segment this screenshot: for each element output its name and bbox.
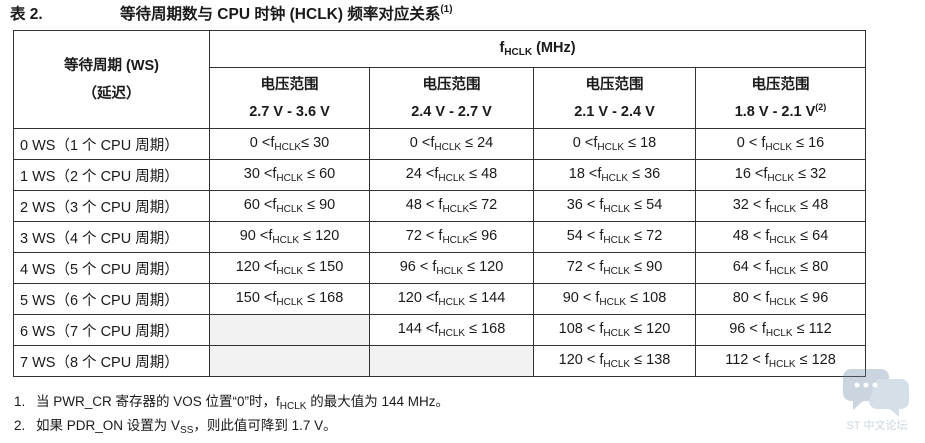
wait-state-cell: 1 WS（2 个 CPU 周期） [13,159,210,191]
table-number: 表 2. [10,6,43,23]
table-title: 表 2. 等待周期数与 CPU 时钟 (HCLK) 频率对应关系(1) [10,2,453,28]
table-row: 3 WS（4 个 CPU 周期） 90 <fHCLK ≤ 120 72 < fHCL… [13,221,866,253]
frequency-range-cell: 72 < fHCLK≤ 96 [369,221,534,253]
footnote-2: 2. 如果 PDR_ON 设置为 VSS，则此值可降到 1.7 V。 [14,418,337,436]
frequency-range-cell: 150 <fHCLK ≤ 168 [209,283,370,315]
range-label: 电压范围 [751,76,810,93]
empty-cell [369,345,534,377]
frequency-range-cell: 108 < fHCLK ≤ 120 [533,314,696,346]
frequency-range-cell: 120 <fHCLK ≤ 150 [209,252,370,284]
frequency-range-cell: 60 <fHCLK ≤ 90 [209,190,370,222]
frequency-range-cell: 120 <fHCLK ≤ 144 [369,283,534,315]
wait-state-cell: 0 WS（1 个 CPU 周期） [13,128,210,160]
frequency-range-cell: 96 < fHCLK ≤ 112 [695,314,866,346]
ws-header: 等待周期 (WS) （延迟） [13,30,210,129]
frequency-range-cell: 32 < fHCLK ≤ 48 [695,190,866,222]
frequency-range-cell: 112 < fHCLK ≤ 128 [695,345,866,377]
frequency-range-cell: 48 < fHCLK ≤ 64 [695,221,866,253]
voltage-range-header: 电压范围 2.4 V - 2.7 V [369,67,534,129]
frequency-range-cell: 0 <fHCLK ≤ 24 [369,128,534,160]
table-row: 1 WS（2 个 CPU 周期） 30 <fHCLK ≤ 60 24 <fHCLK … [13,159,866,191]
range-label: 电压范围 [260,76,319,93]
empty-cell [209,314,370,346]
frequency-range-cell: 120 < fHCLK ≤ 138 [533,345,696,377]
frequency-range-cell: 64 < fHCLK ≤ 80 [695,252,866,284]
frequency-range-cell: 90 < fHCLK ≤ 108 [533,283,696,315]
range-label: 电压范围 [422,76,481,93]
range-label: 电压范围 [585,76,644,93]
table-row: 6 WS（7 个 CPU 周期） 144 <fHCLK ≤ 168 108 < fH… [13,314,866,346]
frequency-range-cell: 36 < fHCLK ≤ 54 [533,190,696,222]
table-row: 5 WS（6 个 CPU 周期） 150 <fHCLK ≤ 168 120 <fHC… [13,283,866,315]
footnotes: 1. 当 PWR_CR 寄存器的 VOS 位置“0”时，fHCLK 的最大值为 1… [14,390,449,438]
title-footnote-ref: (1) [440,4,453,15]
watermark-text: ST 中文论坛 [846,420,908,432]
voltage-range-header: 电压范围 1.8 V - 2.1 V(2) [695,67,866,129]
range-value: 2.4 V - 2.7 V [411,103,492,120]
table-row: 0 WS（1 个 CPU 周期） 0 <fHCLK≤ 30 0 <fHCLK ≤ 2… [13,128,866,160]
frequency-range-cell: 144 <fHCLK ≤ 168 [369,314,534,346]
empty-cell [209,345,370,377]
frequency-range-cell: 24 <fHCLK ≤ 48 [369,159,534,191]
table-row: 2 WS（3 个 CPU 周期） 60 <fHCLK ≤ 90 48 < fHCLK… [13,190,866,222]
wait-state-cell: 5 WS（6 个 CPU 周期） [13,283,210,315]
frequency-range-cell: 18 <fHCLK ≤ 36 [533,159,696,191]
frequency-range-cell: 80 < fHCLK ≤ 96 [695,283,866,315]
frequency-range-cell: 0 <fHCLK ≤ 18 [533,128,696,160]
frequency-range-cell: 0 < fHCLK ≤ 16 [695,128,866,160]
frequency-range-cell: 96 < fHCLK ≤ 120 [369,252,534,284]
range-value: 2.1 V - 2.4 V [574,103,655,120]
frequency-range-cell: 54 < fHCLK ≤ 72 [533,221,696,253]
wait-state-cell: 6 WS（7 个 CPU 周期） [13,314,210,346]
range-value: 2.7 V - 3.6 V [249,103,330,120]
frequency-range-cell: 30 <fHCLK ≤ 60 [209,159,370,191]
range-value: 1.8 V - 2.1 V(2) [734,101,827,120]
ws-header-line2: （延迟） [82,85,141,102]
voltage-range-header: 电压范围 2.7 V - 3.6 V [209,67,370,129]
wait-state-cell: 3 WS（4 个 CPU 周期） [13,221,210,253]
freq-header: fHCLK (MHz) [209,30,866,68]
wait-state-cell: 4 WS（5 个 CPU 周期） [13,252,210,284]
voltage-range-header: 电压范围 2.1 V - 2.4 V [533,67,696,129]
frequency-range-cell: 90 <fHCLK ≤ 120 [209,221,370,253]
frequency-range-cell: 0 <fHCLK≤ 30 [209,128,370,160]
table-row: 4 WS（5 个 CPU 周期） 120 <fHCLK ≤ 150 96 < fHC… [13,252,866,284]
table-row: 7 WS（8 个 CPU 周期） 120 < fHCLK ≤ 138 112 < f… [13,345,866,377]
footnote-1: 1. 当 PWR_CR 寄存器的 VOS 位置“0”时，fHCLK 的最大值为 1… [14,394,449,412]
ws-header-line1: 等待周期 (WS) [63,57,160,74]
frequency-range-cell: 16 <fHCLK ≤ 32 [695,159,866,191]
table-title-text: 等待周期数与 CPU 时钟 (HCLK) 频率对应关系 [120,6,441,23]
wait-state-cell: 7 WS（8 个 CPU 周期） [13,345,210,377]
frequency-range-cell: 48 < fHCLK≤ 72 [369,190,534,222]
chat-bubble-icon [843,369,909,417]
forum-watermark: ST 中文论坛 [837,363,917,433]
wait-state-cell: 2 WS（3 个 CPU 周期） [13,190,210,222]
frequency-range-cell: 72 < fHCLK ≤ 90 [533,252,696,284]
wait-state-table: 等待周期 (WS) （延迟） fHCLK (MHz) 电压范围 2.7 V - 3… [13,30,866,377]
